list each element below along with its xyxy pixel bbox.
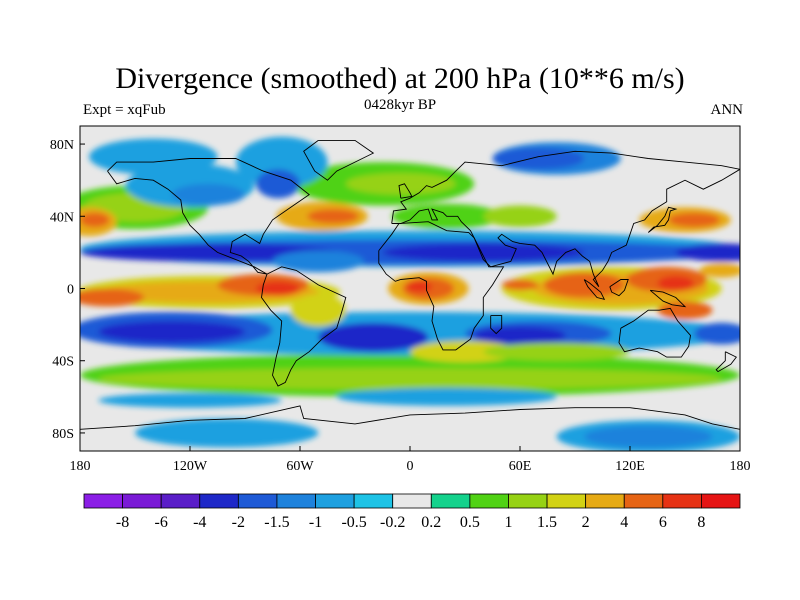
y-tick-label: 0 [67, 283, 74, 298]
colorbar-swatch [122, 493, 162, 509]
coastline-japan [647, 206, 678, 233]
field-contour-6 [483, 205, 557, 228]
x-tick-label: 120E [615, 459, 645, 474]
colorbar-swatch [623, 493, 664, 509]
colorbar-label: -0.2 [380, 514, 405, 531]
colorbar-swatch [160, 493, 201, 509]
y-tick-label: 40S [52, 355, 74, 370]
field-contour-25 [675, 243, 740, 262]
period-label: 0428kyr BP [363, 97, 437, 113]
field-contour-42 [406, 281, 433, 293]
experiment-label: Expt = xqFub [83, 102, 166, 118]
field-contour-13 [492, 147, 585, 170]
field-contour-24 [382, 243, 585, 262]
coastline-north-america [107, 158, 310, 275]
chart-title: Divergence (smoothed) at 200 hPa (10**6 … [115, 62, 685, 95]
field-contour-56 [668, 212, 720, 228]
coastline-new-guinea [649, 289, 687, 308]
coastline-madagascar [490, 315, 503, 335]
colorbar-label: -8 [116, 514, 129, 531]
field-contour-47 [657, 275, 695, 291]
y-tick-label: 80N [50, 138, 74, 153]
colorbar-label: -1.5 [264, 514, 289, 531]
y-tick-label: 80S [52, 427, 74, 442]
colorbar-label: 1.5 [537, 514, 557, 531]
colorbar-swatch [315, 493, 355, 509]
colorbar-label: 0.2 [421, 514, 441, 531]
colorbar-label: 1 [504, 514, 512, 531]
field-contour-54 [307, 209, 359, 224]
colorbar-swatch [701, 493, 741, 509]
coastline-eurasia [391, 150, 740, 287]
field-contour-10 [98, 368, 722, 390]
colorbar-swatch [83, 493, 123, 509]
colorbar-swatch [392, 493, 432, 509]
coastline-antarctica [80, 405, 740, 430]
field-contour-14 [235, 136, 328, 188]
x-tick-label: 0 [407, 459, 414, 474]
colorbar-swatch [237, 493, 278, 509]
coastline-britain [398, 183, 413, 199]
field-contour-23 [80, 243, 337, 262]
field-contour-45 [543, 272, 625, 298]
field-contour-58 [483, 342, 630, 361]
field-contour-11 [89, 138, 218, 175]
colorbar-swatch [353, 493, 394, 509]
x-tick-label: 60E [509, 459, 532, 474]
colorbar-swatch [199, 493, 239, 509]
colorbar-label: 2 [582, 514, 590, 531]
field-contour-48 [657, 301, 713, 320]
x-tick-label: 60W [286, 459, 314, 474]
field-contour-18 [584, 425, 713, 448]
colorbar-swatch [469, 493, 509, 509]
field-contour-32 [474, 326, 566, 345]
field-contour-29 [98, 321, 245, 343]
field-contour-39 [290, 293, 346, 327]
field-contour-16 [135, 418, 319, 448]
coastline-greenland [303, 139, 375, 181]
field-contour-20 [98, 393, 282, 408]
colorbar-label: 6 [659, 514, 667, 531]
coastline-borneo [609, 279, 629, 297]
colorbar-label: -1 [309, 514, 322, 531]
coastline-new-zealand [715, 351, 737, 373]
field-contour-52 [80, 212, 110, 228]
x-tick-label: 120W [173, 459, 208, 474]
x-tick-label: 180 [730, 459, 751, 474]
colorbar-label: -0.5 [341, 514, 366, 531]
colorbar-swatch [508, 493, 548, 509]
field-contour-50 [699, 263, 740, 278]
field-contour-19 [336, 387, 557, 406]
colorbar-label: -4 [193, 514, 206, 531]
field-contour-49 [501, 279, 539, 291]
map-field [80, 126, 740, 451]
field-contour-26 [272, 250, 365, 273]
field-contour-4 [345, 173, 456, 195]
colorbar-swatch [430, 493, 471, 509]
colorbar-swatch [546, 493, 587, 509]
colorbar-swatch [276, 493, 316, 509]
colorbar-label: -2 [232, 514, 245, 531]
coastline-sumatra [583, 279, 606, 300]
season-label: ANN [710, 102, 744, 118]
x-tick-label: 180 [70, 459, 91, 474]
colorbar-swatch [585, 493, 625, 509]
field-contour-57 [410, 340, 520, 363]
y-tick-label: 40N [50, 210, 74, 225]
field-contour-38 [256, 281, 300, 296]
colorbar-label: 8 [697, 514, 705, 531]
field-contour-33 [694, 322, 740, 345]
colorbar-label: -6 [155, 514, 168, 531]
colorbar-label: 4 [620, 514, 628, 531]
field-contour-15 [256, 169, 300, 199]
colorbar-label: 0.5 [460, 514, 480, 531]
field-contour-8 [171, 183, 245, 206]
coastline-australia [618, 307, 691, 358]
field-contour-30 [318, 322, 429, 352]
field-contour-36 [80, 288, 145, 307]
coastline-south-america [261, 266, 347, 387]
colorbar-swatch [662, 493, 702, 509]
coastline-africa [378, 221, 505, 351]
